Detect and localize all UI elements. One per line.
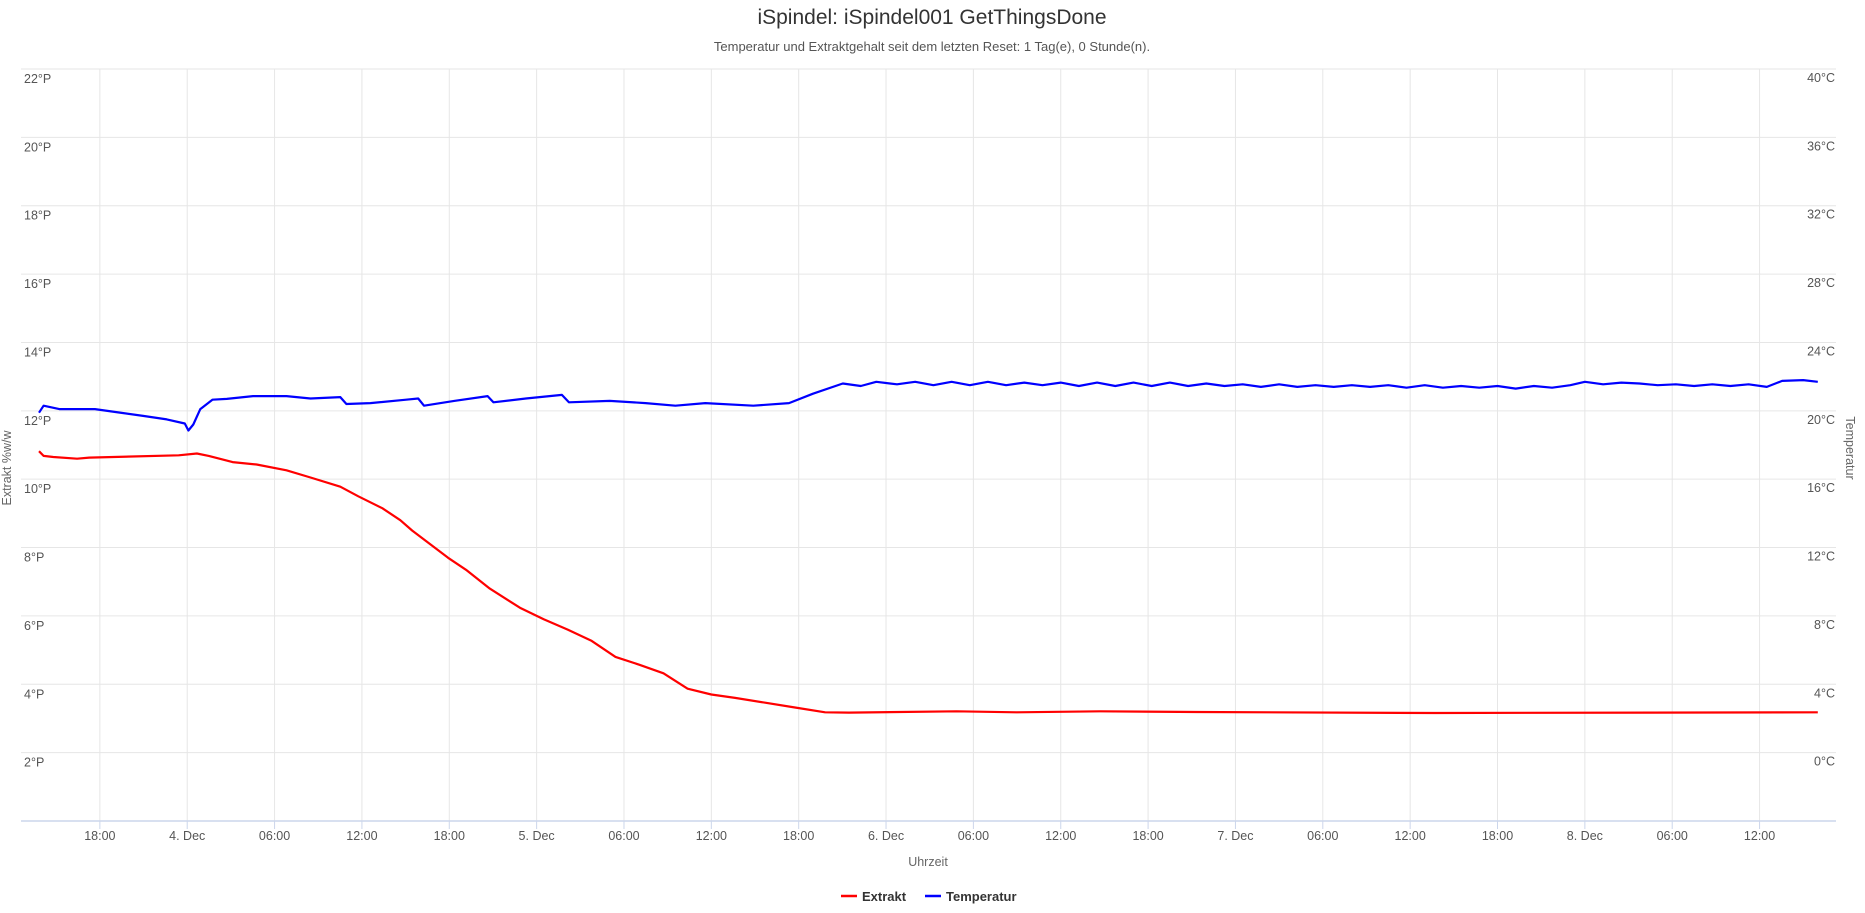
left-y-tick-label: 4°P (24, 687, 44, 701)
left-y-tick-label: 22°P (24, 72, 51, 86)
x-tick-label: 18:00 (84, 829, 115, 843)
right-y-tick-label: 24°C (1807, 344, 1835, 358)
left-y-axis-title: Extrakt %w/w (0, 430, 14, 506)
legend-item-extrakt[interactable]: Extrakt (841, 889, 907, 904)
legend-item-temperatur[interactable]: Temperatur (925, 889, 1017, 904)
right-y-tick-label: 8°C (1814, 618, 1835, 632)
x-tick-label: 06:00 (958, 829, 989, 843)
x-tick-label: 06:00 (1307, 829, 1338, 843)
right-y-tick-label: 12°C (1807, 550, 1835, 564)
right-y-tick-label: 16°C (1807, 481, 1835, 495)
legend-label-temperatur: Temperatur (946, 889, 1017, 904)
chart-subtitle: Temperatur und Extraktgehalt seit dem le… (714, 39, 1150, 54)
x-tick-label: 06:00 (608, 829, 639, 843)
chart-title: iSpindel: iSpindel001 GetThingsDone (757, 6, 1106, 29)
left-y-tick-label: 8°P (24, 551, 44, 565)
right-y-tick-label: 32°C (1807, 208, 1835, 222)
left-y-axis: 2°P 4°P 6°P 8°P 10°P 12°P 14°P 16°P 18°P 20°P 22°P (24, 72, 51, 770)
series-line-extrakt (38, 450, 1818, 715)
left-y-tick-label: 18°P (24, 209, 51, 223)
right-y-tick-label: 36°C (1807, 139, 1835, 153)
legend-label-extrakt: Extrakt (862, 889, 907, 904)
grid (21, 68, 1836, 821)
right-y-tick-label: 20°C (1807, 413, 1835, 427)
x-axis-title: Uhrzeit (908, 855, 948, 869)
right-y-tick-label: 0°C (1814, 755, 1835, 769)
left-y-tick-label: 16°P (24, 277, 51, 291)
x-tick-label: 8. Dec (1567, 829, 1603, 843)
x-tick-label: 4. Dec (169, 829, 205, 843)
x-tick-label: 7. Dec (1217, 829, 1253, 843)
x-tick-label: 12:00 (1045, 829, 1076, 843)
x-tick-label: 18:00 (1482, 829, 1513, 843)
x-tick-label: 18:00 (783, 829, 814, 843)
x-tick-label: 12:00 (1744, 829, 1775, 843)
right-y-tick-label: 4°C (1814, 686, 1835, 700)
right-y-axis-title: Temperatur (1843, 416, 1857, 479)
legend: Extrakt Temperatur (841, 889, 1017, 904)
series-group (38, 379, 1818, 715)
left-y-tick-label: 12°P (24, 414, 51, 428)
x-tick-label: 06:00 (1657, 829, 1688, 843)
x-tick-label: 6. Dec (868, 829, 904, 843)
x-tick-label: 06:00 (259, 829, 290, 843)
left-y-tick-label: 6°P (24, 619, 44, 633)
x-tick-label: 12:00 (346, 829, 377, 843)
left-y-tick-label: 2°P (24, 756, 44, 770)
x-tick-label: 18:00 (1132, 829, 1163, 843)
x-tick-label: 18:00 (434, 829, 465, 843)
left-y-tick-label: 10°P (24, 482, 51, 496)
x-tick-label: 12:00 (1395, 829, 1426, 843)
left-y-tick-label: 20°P (24, 140, 51, 154)
x-tick-label: 12:00 (696, 829, 727, 843)
x-tick-label: 5. Dec (519, 829, 555, 843)
right-y-tick-label: 28°C (1807, 276, 1835, 290)
right-y-axis: 0°C 4°C 8°C 12°C 16°C 20°C 24°C 28°C 32°C 36°C 40°… (1807, 71, 1835, 769)
series-line-temperatur (38, 379, 1818, 432)
left-y-tick-label: 14°P (24, 345, 51, 359)
right-y-tick-label: 40°C (1807, 71, 1835, 85)
x-axis: 18:00 4. Dec 06:00 12:00 18:00 5. Dec 06:00 12:… (21, 820, 1836, 843)
